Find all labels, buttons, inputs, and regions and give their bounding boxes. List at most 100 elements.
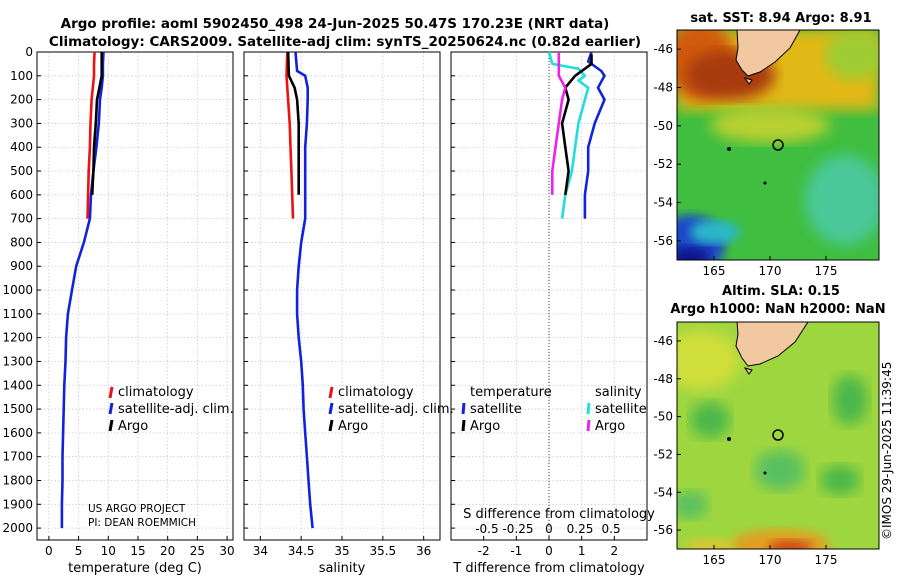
y-tick-label: 1600 <box>2 426 33 440</box>
series-line-satellite-adj-clim- <box>60 51 105 529</box>
x-tick-label: -2 <box>478 544 490 558</box>
y-tick-label: 1900 <box>2 497 33 511</box>
y-tick-label: 600 <box>10 188 33 202</box>
sla-map: Altim. SLA: 0.15 Argo h1000: NaN h2000: … <box>670 284 886 550</box>
axes-frame <box>36 51 234 541</box>
series-line-s-satellite <box>547 51 590 219</box>
series-line-t-satellite <box>583 51 606 219</box>
annotation-pi: PI: DEAN ROEMMICH <box>88 517 196 529</box>
legend-swatch-t-argo <box>461 419 466 432</box>
legend-swatch-climatology <box>108 386 114 399</box>
map-y-tick-label: -48 <box>653 81 673 95</box>
annotation-project: US ARGO PROJECT <box>88 503 186 515</box>
x-tick-label: 5 <box>75 544 83 558</box>
y-tick-label: 1500 <box>2 402 33 416</box>
land-mass <box>735 30 801 77</box>
map-x-tick-label: 175 <box>815 553 838 567</box>
x-tick-label: 35.5 <box>369 544 396 558</box>
legend-swatch-s-argo <box>586 419 591 432</box>
y-tick-label: 0 <box>25 45 33 59</box>
series-line-argo <box>90 52 103 195</box>
island-dot <box>763 471 767 475</box>
top-x-tick-label: 0.25 <box>567 522 594 536</box>
series-line-climatology <box>285 51 295 219</box>
x-tick-label: 20 <box>160 544 175 558</box>
x-tick-label: 15 <box>130 544 145 558</box>
figure-title-line2: Climatology: CARS2009. Satellite-adj cli… <box>49 34 641 50</box>
sst-map: sat. SST: 8.94 Argo: 8.91 <box>676 11 880 261</box>
series-line-argo <box>286 51 300 195</box>
difference-legend: temperature salinity satellite Argo sate… <box>461 385 647 434</box>
legend-header-temperature: temperature <box>470 385 552 400</box>
legend-swatch-satellite-clim <box>108 402 114 415</box>
x-tick-label: 0 <box>45 544 53 558</box>
legend-label-climatology: climatology <box>338 385 414 400</box>
y-tick-label: 500 <box>10 164 33 178</box>
map-y-tick-label: -46 <box>653 334 673 348</box>
island-dot <box>763 181 767 185</box>
map-y-tick-label: -46 <box>653 42 673 56</box>
x-tick-label: 25 <box>190 544 205 558</box>
y-tick-label: 900 <box>10 259 33 273</box>
x-tick-label: 10 <box>101 544 116 558</box>
y-tick-label: 800 <box>10 235 33 249</box>
legend-label-s-satellite: satellite <box>595 402 647 417</box>
y-tick-label: 1100 <box>2 307 33 321</box>
y-tick-label: 1700 <box>2 450 33 464</box>
legend-label-satellite-clim: satellite-adj. clim. <box>338 402 454 417</box>
legend-swatch-climatology <box>328 386 334 399</box>
temperature-panel: 0 5 10 15 20 25 30 temperature (deg C) 0 100 200 30… <box>2 45 234 576</box>
map-y-tick-label: -56 <box>653 523 673 537</box>
legend-label-argo: Argo <box>118 419 148 434</box>
map-x-tick-label: 165 <box>703 264 726 278</box>
legend-label-s-argo: Argo <box>595 419 625 434</box>
map-y-tick-label: -52 <box>653 447 673 461</box>
map-axes: -46 -48 -50 -52 -54 -56 165 170 175 -46 -48 -50 -52 -… <box>653 42 837 567</box>
legend-swatch-argo <box>328 419 334 432</box>
legend-label-satellite-clim: satellite-adj. clim. <box>118 402 234 417</box>
x-tick-label: 1 <box>578 544 586 558</box>
profile-location-marker <box>772 139 784 151</box>
small-island <box>743 367 753 375</box>
sst-map-title: sat. SST: 8.94 Argo: 8.91 <box>690 11 871 26</box>
y-tick-label: 300 <box>10 116 33 130</box>
map-x-tick-label: 170 <box>759 264 782 278</box>
profile-location-marker <box>772 429 784 441</box>
legend-label-argo: Argo <box>338 419 368 434</box>
x-axis-label: T difference from climatology <box>452 561 645 576</box>
series-line-climatology <box>86 51 96 219</box>
x-tick-label: -1 <box>510 544 522 558</box>
x-axis-label: temperature (deg C) <box>68 561 202 576</box>
series-line-s-argo <box>551 52 567 195</box>
credit-text: ©IMOS 29-Jun-2025 11:39:45 <box>880 362 894 540</box>
legend-label-t-satellite: satellite <box>470 402 522 417</box>
top-x-tick-label: -0.25 <box>502 522 533 536</box>
map-x-tick-label: 175 <box>815 264 838 278</box>
land-mass <box>735 322 809 367</box>
legend-swatch-t-satellite <box>461 402 466 415</box>
series-line-satellite-adj-clim- <box>294 51 314 529</box>
salinity-legend: climatology satellite-adj. clim. Argo <box>328 385 454 434</box>
legend-swatch-argo <box>108 419 114 432</box>
temperature-annotation: US ARGO PROJECT PI: DEAN ROEMMICH <box>88 503 196 529</box>
sla-map-title-line1: Altim. SLA: 0.15 <box>722 284 840 299</box>
y-tick-label: 700 <box>10 212 33 226</box>
x-tick-label: 35 <box>334 544 349 558</box>
y-tick-label: 2000 <box>2 521 33 535</box>
x-tick-label: 30 <box>219 544 234 558</box>
x-tick-label: 36 <box>416 544 431 558</box>
y-tick-label: 1800 <box>2 473 33 487</box>
top-x-axis-label: S difference from climatology <box>463 507 655 522</box>
top-x-tick-label: 0.5 <box>602 522 621 536</box>
sla-map-title-line2: Argo h1000: NaN h2000: NaN <box>670 302 885 317</box>
x-axis-label: salinity <box>319 561 366 576</box>
y-tick-label: 1000 <box>2 283 33 297</box>
map-y-tick-label: -56 <box>653 234 673 248</box>
map-x-tick-label: 165 <box>703 553 726 567</box>
y-tick-label: 1200 <box>2 331 33 345</box>
top-x-tick-label: -0.5 <box>475 522 498 536</box>
x-tick-label: 0 <box>545 544 553 558</box>
y-tick-label: 1300 <box>2 354 33 368</box>
difference-panel: -2 -1 0 1 2 T difference from climatology S di… <box>450 51 655 576</box>
